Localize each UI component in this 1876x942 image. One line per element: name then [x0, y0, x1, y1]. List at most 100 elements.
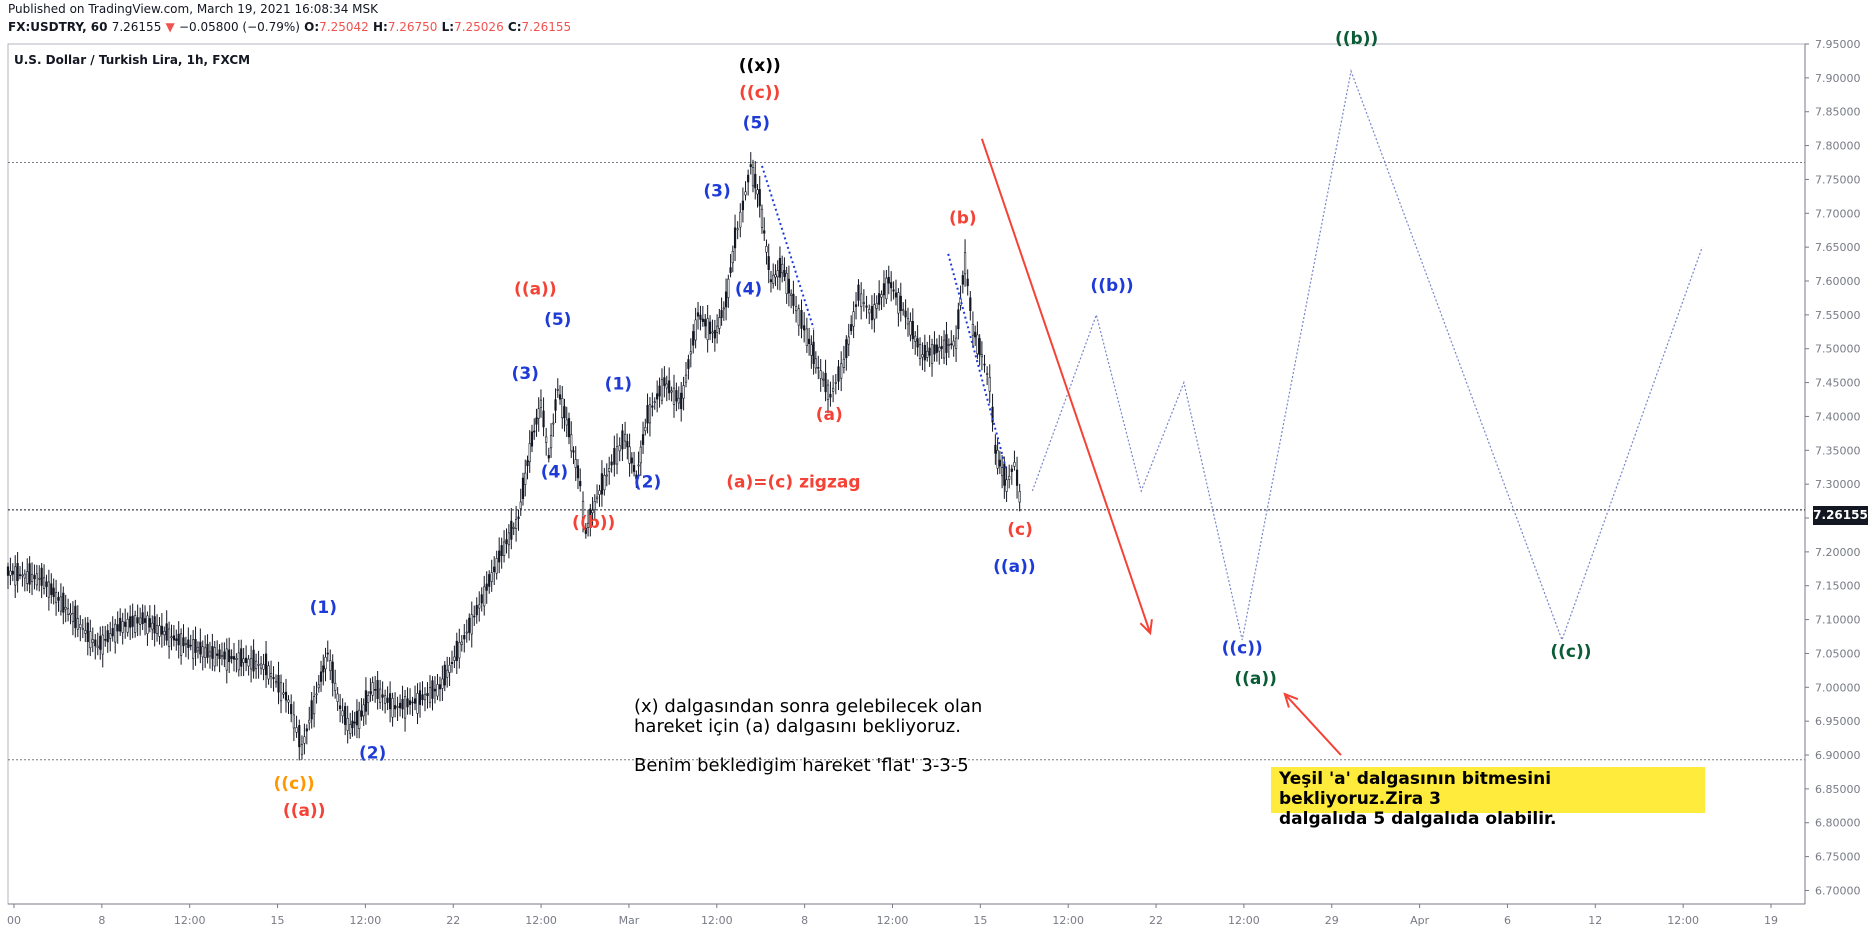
wave-label: ((a)) [1234, 669, 1277, 689]
x-tick-label: 15 [271, 914, 285, 927]
candle-body [613, 448, 616, 465]
candle-body [641, 434, 645, 445]
red-arrows [980, 138, 1342, 756]
candle-body [194, 639, 197, 653]
wave-label: ((a)) [283, 801, 326, 821]
candle-body [978, 338, 981, 356]
candle-body [187, 639, 190, 648]
candle-body [892, 289, 895, 292]
candle-body [240, 648, 243, 667]
horizontal-lines [8, 162, 1805, 761]
candle-body [136, 617, 139, 624]
candle-body [954, 337, 958, 349]
candle-body [252, 649, 255, 672]
candle-body [329, 660, 332, 671]
note-line-3: Benim bekledigim hareket 'flat' 3-3-5 [634, 755, 969, 776]
candle-body [873, 304, 876, 320]
candle-body [549, 435, 553, 449]
wave-label: ((b)) [1335, 29, 1378, 49]
candle-body [287, 699, 290, 703]
candle-body [393, 705, 397, 710]
candle-body [208, 651, 212, 657]
candle-body [842, 358, 845, 368]
candle-body [966, 278, 969, 287]
candle-body [351, 720, 354, 729]
y-tick-label: 7.30000 [1815, 478, 1861, 491]
candle-body [586, 522, 590, 528]
candle-body [980, 354, 983, 358]
candle-body [595, 496, 599, 500]
candle-body [45, 581, 48, 587]
candle-body [756, 189, 759, 195]
candle-body [230, 656, 233, 659]
candle-body [988, 377, 991, 392]
candle-body [628, 446, 631, 464]
candle-body [739, 211, 742, 228]
candle-body [547, 455, 550, 459]
candle-body [938, 346, 941, 352]
candle-body [500, 545, 503, 557]
candle-body [505, 539, 508, 545]
candle-body [623, 433, 627, 442]
candle-body [104, 639, 107, 641]
candle-body [706, 318, 709, 341]
wave-label: ((b)) [572, 513, 615, 533]
candle-body [942, 339, 946, 359]
wave-label: ((x)) [739, 56, 781, 76]
x-tick-label: 8 [98, 914, 105, 927]
candle-body [845, 339, 848, 359]
wave-label: (2) [359, 743, 386, 763]
candle-body [581, 500, 585, 520]
candle-body [220, 655, 224, 658]
candle-body [376, 680, 379, 699]
candle-body [928, 347, 931, 356]
candle-body [554, 399, 557, 411]
candle-body [887, 276, 890, 284]
x-tick-label: 12:00 [701, 914, 733, 927]
candle-body [769, 279, 773, 283]
candle-body [339, 705, 342, 710]
candle-body [576, 465, 580, 479]
candle-body [124, 621, 127, 627]
candle-body [675, 390, 678, 402]
wave-labels: ((x)) ((c)) (5) (3) (4) ((a)) (5) (3) (1) (4) (2) (… [274, 29, 1592, 821]
candle-body [99, 635, 102, 650]
candle-body [916, 338, 919, 348]
candle-body [819, 370, 822, 379]
y-tick-label: 6.85000 [1815, 783, 1861, 796]
candle-body [453, 656, 456, 661]
candle-body [507, 532, 510, 546]
candle-body [443, 664, 446, 686]
y-tick-label: 7.05000 [1815, 647, 1861, 660]
candle-body [498, 550, 501, 563]
candle-body [16, 563, 19, 581]
candle-body [615, 446, 619, 465]
red-arrow-line [1284, 693, 1342, 756]
candle-body [182, 637, 185, 647]
x-tick-label: 12:00 [174, 914, 206, 927]
candle-body [909, 321, 912, 336]
dotted-trend-line [947, 253, 1008, 471]
candle-body [986, 373, 989, 375]
candle-body [247, 658, 250, 667]
candle-body [530, 431, 534, 447]
candle-body [644, 427, 647, 432]
candle-body [483, 586, 486, 607]
candle-body [790, 293, 793, 296]
candle-body [426, 693, 429, 697]
dotted-trend-line [761, 165, 815, 329]
candle-body [81, 628, 84, 630]
candle-body [180, 633, 183, 656]
y-tick-label: 7.50000 [1815, 343, 1861, 356]
y-tick-label: 6.90000 [1815, 749, 1861, 762]
candle-body [450, 661, 454, 664]
wave-label: (2) [634, 473, 661, 493]
candle-body [589, 508, 592, 524]
candle-body [733, 227, 737, 249]
candle-body [803, 325, 806, 331]
candle-body [50, 583, 53, 595]
price-axis-ticks: 7.95000 7.90000 7.85000 7.80000 7.75000 7.700… [1805, 38, 1861, 897]
candle-body [974, 331, 977, 338]
candle-body [933, 344, 936, 355]
